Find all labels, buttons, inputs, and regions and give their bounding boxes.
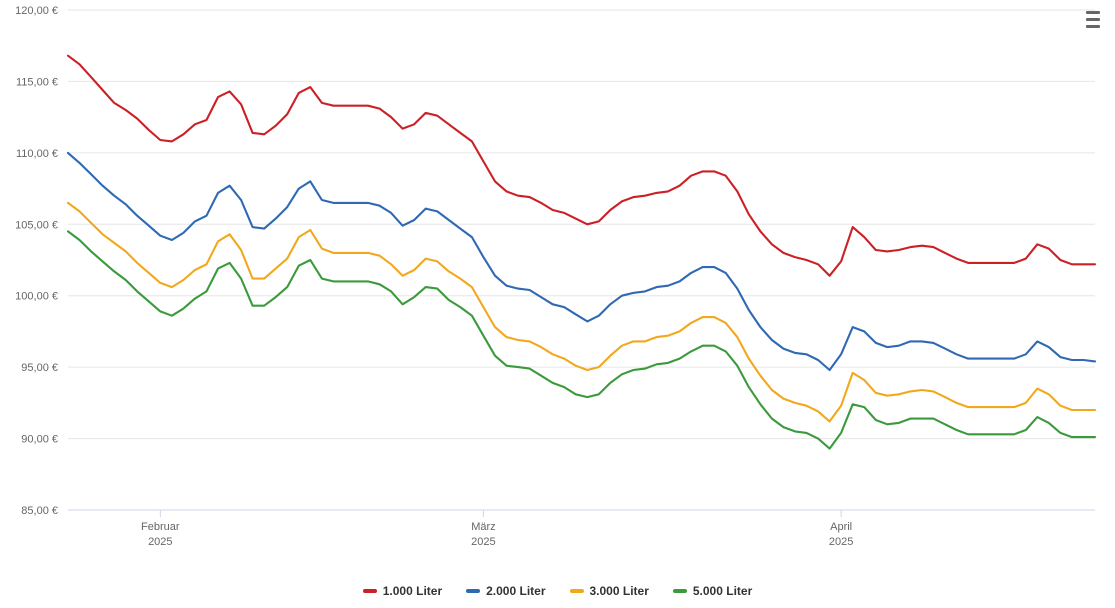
legend-item[interactable]: 5.000 Liter [673,584,752,598]
legend-label: 2.000 Liter [486,584,545,598]
legend-swatch [466,589,480,593]
legend-label: 1.000 Liter [383,584,442,598]
y-tick-label: 95,00 € [21,362,58,374]
x-tick-label: April [830,521,852,533]
legend-item[interactable]: 3.000 Liter [570,584,649,598]
y-tick-label: 120,00 € [15,5,58,17]
series-line [68,203,1095,422]
legend-swatch [570,589,584,593]
legend-label: 3.000 Liter [590,584,649,598]
y-tick-label: 90,00 € [21,434,58,446]
x-tick-label: März [471,521,495,533]
legend-swatch [363,589,377,593]
series-line [68,231,1095,448]
chart-menu-button[interactable] [1081,8,1105,30]
chart-canvas: 85,00 € 90,00 € 95,00 € 100,00 € 105,00 € 110… [0,0,1115,568]
y-tick-label: 110,00 € [16,148,58,160]
legend-item[interactable]: 1.000 Liter [363,584,442,598]
series-line [68,56,1095,276]
x-tick-label: 2025 [471,536,495,548]
y-tick-label: 115,00 € [16,76,58,88]
legend-item[interactable]: 2.000 Liter [466,584,545,598]
series-line [68,153,1095,370]
y-tick-label: 105,00 € [15,219,58,231]
x-tick-label: 2025 [148,536,172,548]
y-tick-label: 100,00 € [15,291,58,303]
y-tick-label: 85,00 € [21,505,58,517]
legend-label: 5.000 Liter [693,584,752,598]
chart-legend: 1.000 Liter 2.000 Liter 3.000 Liter 5.000 L… [0,582,1115,598]
price-chart: 85,00 € 90,00 € 95,00 € 100,00 € 105,00 € 110… [0,0,1115,608]
x-tick-label: 2025 [829,536,853,548]
legend-swatch [673,589,687,593]
x-tick-label: Februar [141,521,180,533]
